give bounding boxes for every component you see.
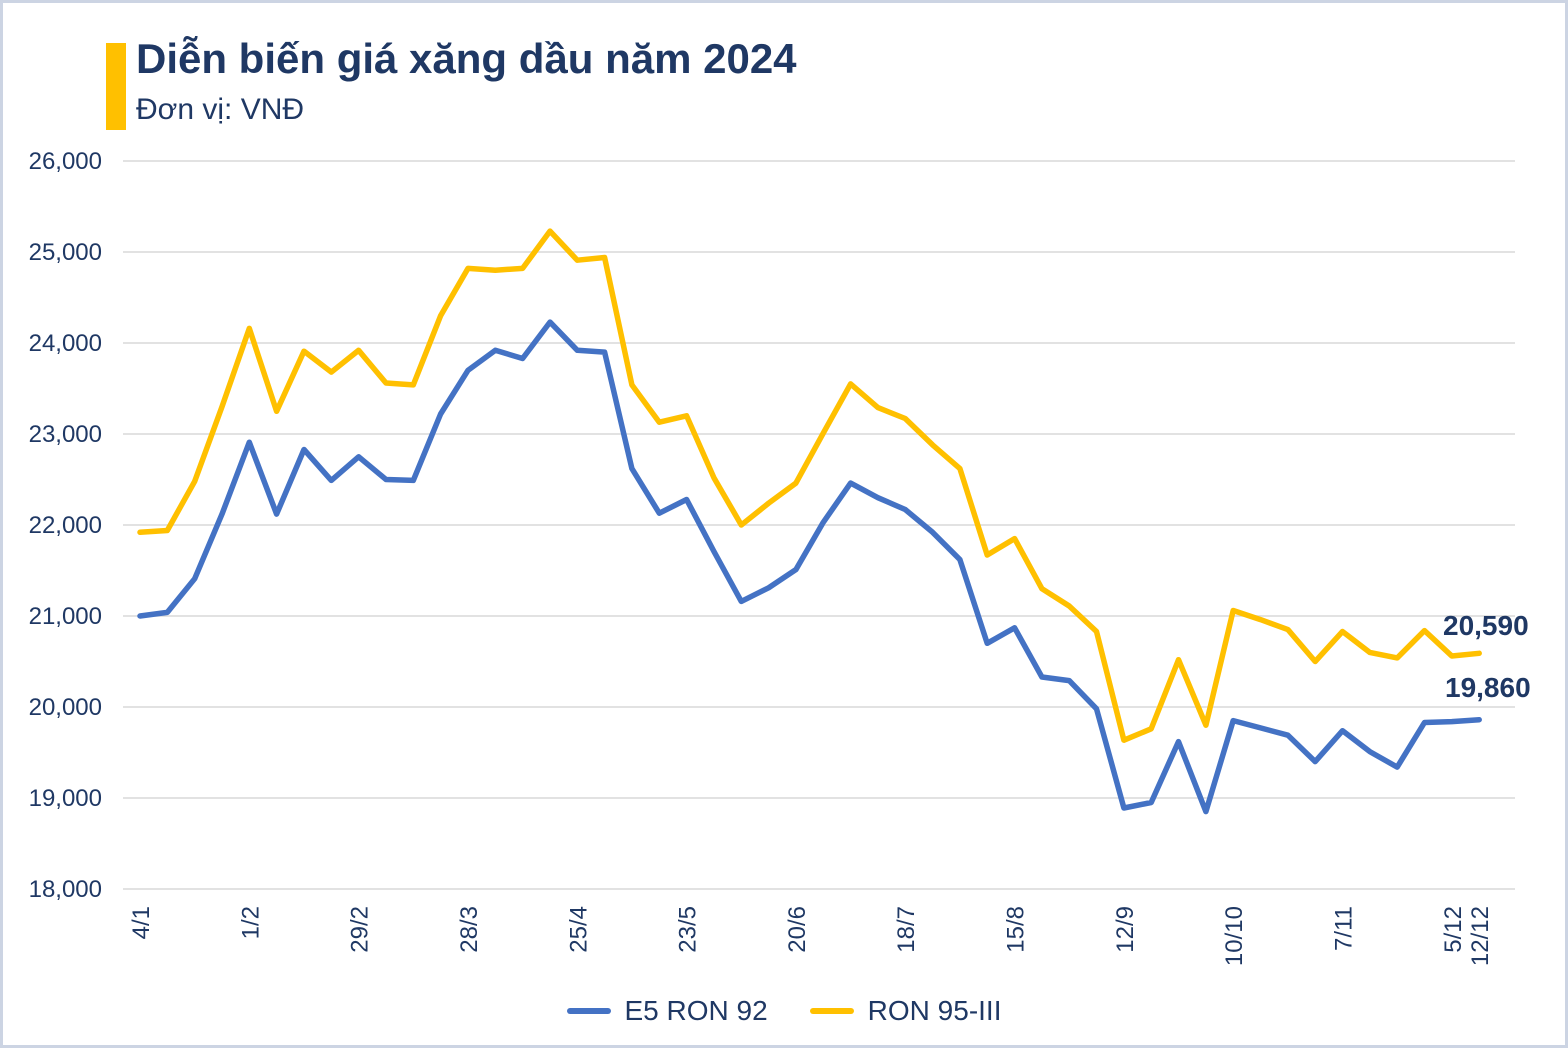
legend-item-ron95: RON 95-III <box>809 995 1002 1027</box>
y-tick-label-20000: 20,000 <box>29 694 102 721</box>
x-tick-label-10-10: 10/10 <box>1221 906 1248 966</box>
series-line-e5-ron-92 <box>137 319 1482 815</box>
ron95-legend-line-icon <box>809 1008 854 1014</box>
x-tick-label-12-9: 12/9 <box>1112 906 1139 953</box>
chart-legend: E5 RON 92 RON 95-III <box>3 991 1565 1031</box>
e5-legend-label: E5 RON 92 <box>624 995 768 1026</box>
y-tick-label-23000: 23,000 <box>29 421 102 448</box>
x-tick-label-12-12: 12/12 <box>1467 906 1494 966</box>
x-tick-label-28-3: 28/3 <box>456 906 483 953</box>
x-tick-label-18-7: 18/7 <box>893 906 920 953</box>
y-tick-label-18000: 18,000 <box>29 876 102 903</box>
x-tick-label-25-4: 25/4 <box>565 906 592 953</box>
x-tick-label-5-12: 5/12 <box>1440 906 1467 953</box>
chart-title: Diễn biến giá xăng dầu năm 2024 <box>136 35 797 82</box>
x-tick-label-1-2: 1/2 <box>237 906 264 939</box>
y-tick-label-19000: 19,000 <box>29 785 102 812</box>
price-line-chart: 18,000 19,000 20,000 21,000 22,000 23,000 24,0… <box>29 148 1515 966</box>
y-tick-label-21000: 21,000 <box>29 603 102 630</box>
ron95-end-value-label: 20,590 <box>1443 610 1529 641</box>
x-tick-label-7-11: 7/11 <box>1331 906 1358 951</box>
x-tick-label-4-1: 4/1 <box>128 906 155 939</box>
e5-end-value-label: 19,860 <box>1445 672 1531 703</box>
y-tick-label-22000: 22,000 <box>29 512 102 539</box>
y-tick-label-26000: 26,000 <box>29 148 102 175</box>
x-tick-label-20-6: 20/6 <box>784 906 811 953</box>
y-tick-label-25000: 25,000 <box>29 239 102 266</box>
x-tick-label-15-8: 15/8 <box>1003 906 1030 953</box>
e5-legend-line-icon <box>566 1008 611 1014</box>
legend-item-e5: E5 RON 92 <box>566 995 768 1027</box>
chart-subtitle: Đơn vị: VNĐ <box>136 93 305 126</box>
title-accent-bar <box>106 43 126 130</box>
x-tick-label-23-5: 23/5 <box>675 906 702 953</box>
series-line-ron-95-iii <box>137 228 1482 743</box>
x-tick-label-29-2: 29/2 <box>347 906 374 953</box>
y-tick-label-24000: 24,000 <box>29 330 102 357</box>
ron95-legend-label: RON 95-III <box>867 995 1002 1026</box>
